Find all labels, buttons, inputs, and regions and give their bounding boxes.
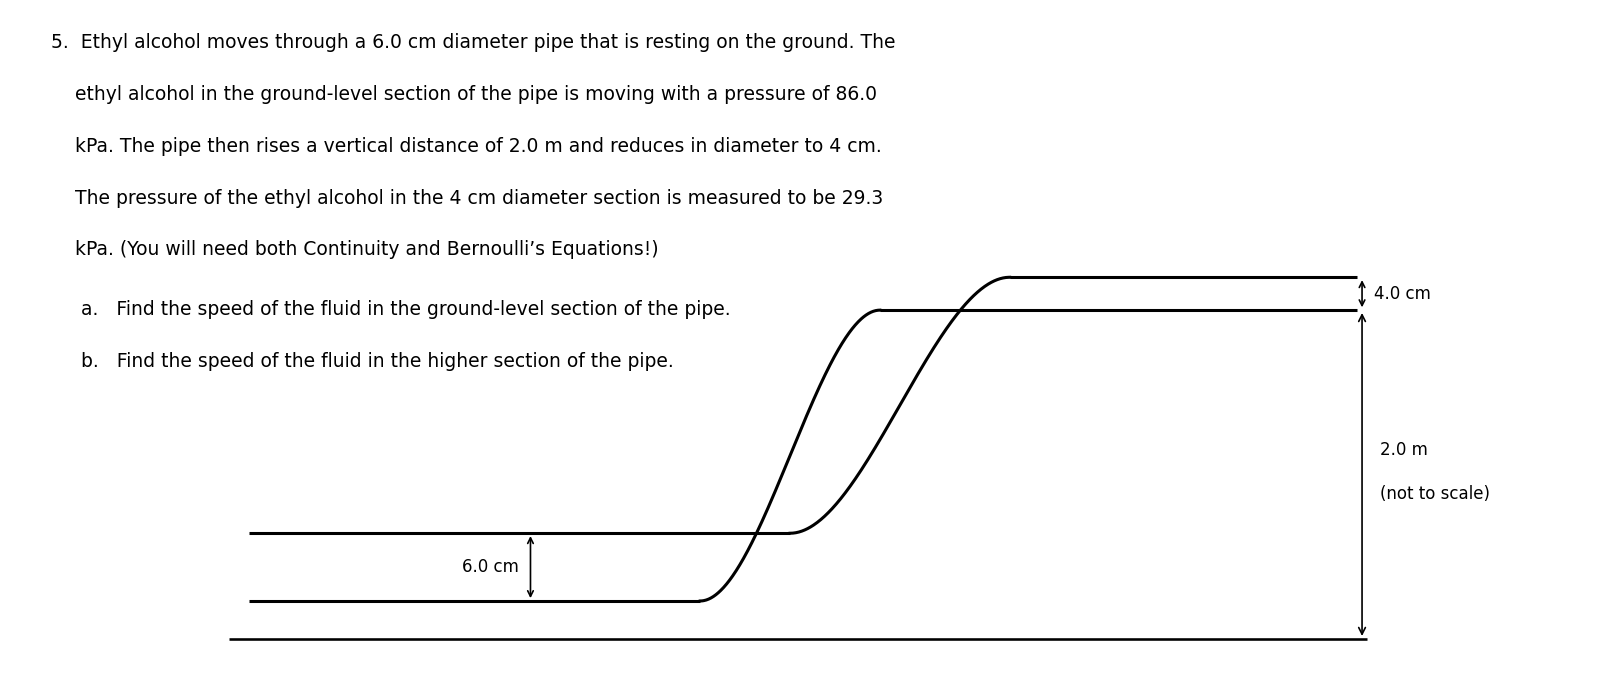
Text: 4.0 cm: 4.0 cm (1374, 284, 1430, 302)
Text: ethyl alcohol in the ground-level section of the pipe is moving with a pressure : ethyl alcohol in the ground-level sectio… (52, 85, 877, 104)
Text: 2.0 m: 2.0 m (1380, 441, 1429, 459)
Text: (not to scale): (not to scale) (1380, 485, 1490, 503)
Text: 6.0 cm: 6.0 cm (462, 558, 519, 576)
Text: 5.  Ethyl alcohol moves through a 6.0 cm diameter pipe that is resting on the gr: 5. Ethyl alcohol moves through a 6.0 cm … (52, 33, 895, 53)
Text: kPa. (You will need both Continuity and Bernoulli’s Equations!): kPa. (You will need both Continuity and … (52, 240, 659, 260)
Text: The pressure of the ethyl alcohol in the 4 cm diameter section is measured to be: The pressure of the ethyl alcohol in the… (52, 189, 884, 208)
Text: kPa. The pipe then rises a vertical distance of 2.0 m and reduces in diameter to: kPa. The pipe then rises a vertical dist… (52, 137, 882, 156)
Text: b.   Find the speed of the fluid in the higher section of the pipe.: b. Find the speed of the fluid in the hi… (81, 352, 674, 371)
Text: a.   Find the speed of the fluid in the ground-level section of the pipe.: a. Find the speed of the fluid in the gr… (81, 300, 730, 319)
